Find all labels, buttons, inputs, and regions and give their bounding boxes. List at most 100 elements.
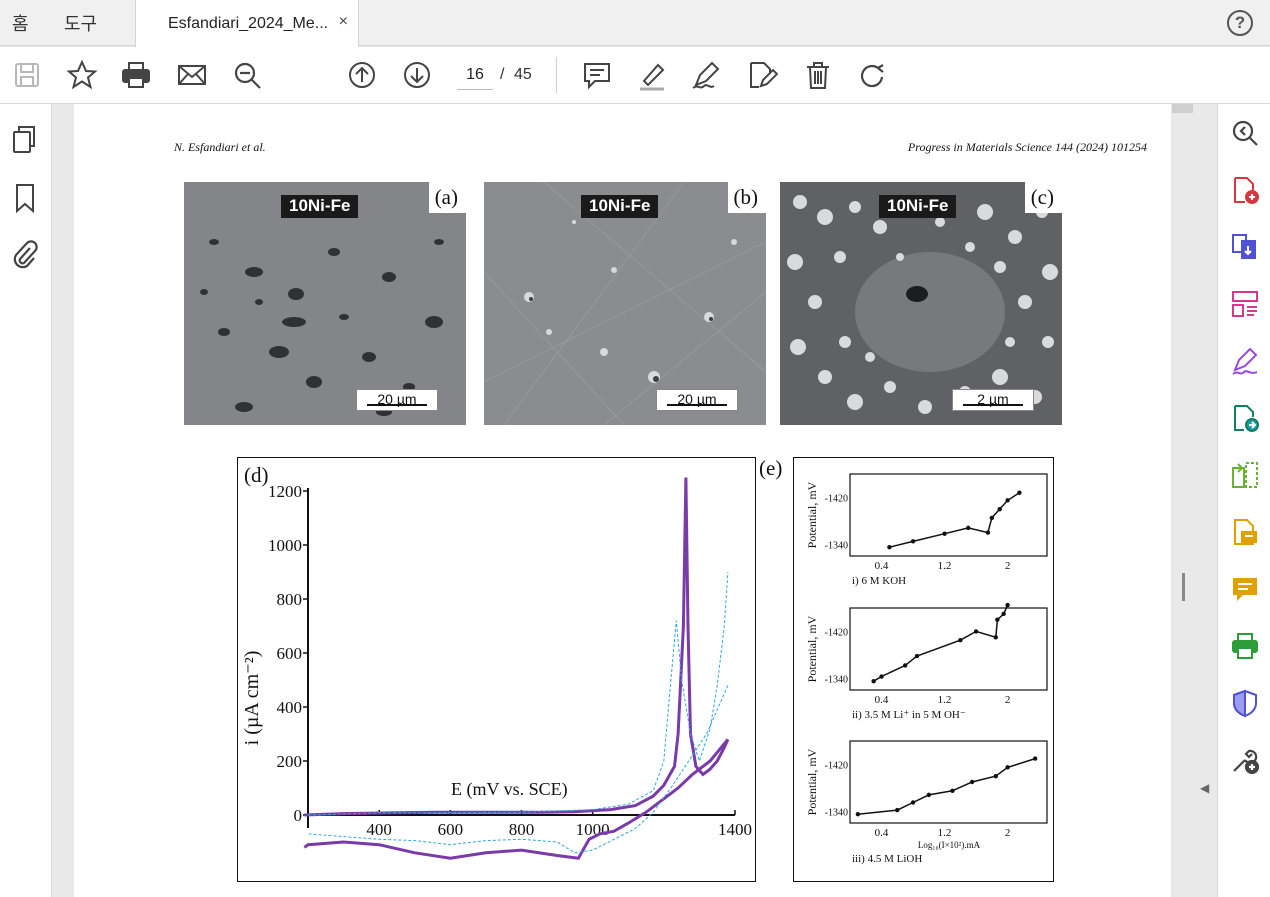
panel-resize-handle[interactable] [1182, 573, 1185, 601]
comment-icon[interactable] [1230, 517, 1260, 547]
sem-image-c: 10Ni-Fe (c) 2 µm [780, 182, 1062, 425]
chart-d: (d) 0 200 400 600 800 1000 1200 400 600 800 1000 140… [237, 457, 756, 882]
pages-icon[interactable] [10, 124, 40, 156]
chart-d-y-axis-label: i (µA cm⁻²) [241, 651, 263, 746]
chart-e-data-point [926, 792, 931, 798]
chart-e-data-point [993, 635, 998, 640]
chart-e-y-tick-label: -1340 [825, 807, 848, 818]
tab-document-title: Esfandiari_2024_Me... [168, 15, 329, 32]
chart-e-data-point [1005, 498, 1010, 503]
scale-bar-b: 20 µm [656, 389, 738, 411]
sign-icon[interactable] [690, 59, 722, 91]
create-pdf-icon[interactable] [1230, 175, 1260, 205]
chart-d-y-tick-label: 1200 [268, 482, 302, 501]
chart-e-data-point [1032, 756, 1038, 761]
chart-e-y-tick-label: -1420 [825, 493, 848, 504]
chart-e-data-point [855, 812, 861, 817]
highlight-icon[interactable] [636, 59, 668, 91]
chart-e-data-point [950, 788, 955, 793]
export-icon[interactable] [1230, 403, 1260, 433]
chart-d-x-tick-label: 400 [366, 820, 392, 839]
chart-e-caption: iii) 4.5 M LiOH [852, 853, 922, 865]
star-icon[interactable] [66, 59, 98, 91]
chart-d-x-tick-label: 600 [438, 820, 464, 839]
help-icon[interactable]: ? [1227, 10, 1253, 36]
page-up-icon[interactable] [346, 59, 378, 91]
vertical-scrollbar-thumb[interactable] [1172, 104, 1193, 113]
save-icon[interactable] [11, 59, 43, 91]
compress-icon[interactable] [1230, 460, 1260, 490]
right-tools-rail [1217, 104, 1270, 897]
fill-sign-icon[interactable] [1230, 346, 1260, 376]
protect-icon[interactable] [1230, 688, 1260, 718]
close-tab-icon[interactable]: × [338, 13, 348, 30]
chart-e-x-tick-label: 2 [1005, 560, 1011, 572]
bookmark-icon[interactable] [10, 182, 40, 214]
tab-tools[interactable]: 도구 [64, 14, 98, 34]
chart-e-data-point [966, 525, 971, 531]
chart-e-caption: ii) 3.5 M Li⁺ in 5 M OH⁻ [852, 709, 966, 721]
chart-e: 0.4 1.2 2 -1420 -1340 Potential, mV i) 6 M KOH… [793, 457, 1054, 882]
chart-e-data-point [1005, 765, 1010, 770]
page-total: 45 [514, 66, 532, 83]
print-production-icon[interactable] [1230, 631, 1260, 661]
chart-e-svg: 0.4 1.2 2 -1420 -1340 Potential, mV i) 6 M KOH… [805, 473, 1048, 865]
sem-texture-a [184, 182, 466, 425]
email-icon[interactable] [176, 59, 208, 91]
combine-icon[interactable] [1230, 232, 1260, 262]
sample-badge-a: 10Ni-Fe [281, 195, 359, 218]
chart-e-x-tick-label: 1.2 [938, 694, 952, 706]
organize-icon[interactable] [1230, 289, 1260, 319]
chart-e-data-point [910, 800, 916, 805]
chart-e-x-tick-label: 0.4 [875, 694, 889, 706]
chart-e-data-point [1005, 602, 1010, 608]
page-down-icon[interactable] [401, 59, 433, 91]
redo-icon[interactable] [856, 59, 888, 91]
running-header-authors: N. Esfandiari et al. [174, 140, 266, 154]
document-viewport: N. Esfandiari et al. Progress in Materia… [52, 104, 1217, 897]
chart-e-data-point [910, 539, 916, 544]
sample-badge-b: 10Ni-Fe [581, 195, 659, 218]
chart-e-data-point [969, 779, 975, 785]
chart-e-y-tick-label: -1420 [825, 760, 848, 771]
chart-d-y-tick-label: 1000 [268, 536, 302, 555]
chart-e-data-point [989, 515, 995, 521]
chart-d-y-tick-label: 0 [294, 806, 303, 825]
left-navigation-rail [0, 104, 52, 897]
zoom-search-icon[interactable] [231, 59, 263, 91]
chart-e-data-point [985, 530, 991, 535]
page-number-input[interactable] [457, 60, 493, 90]
print-icon[interactable] [120, 59, 152, 91]
attachment-icon[interactable] [10, 238, 40, 270]
delete-icon[interactable] [802, 59, 834, 91]
sticky-note-icon[interactable] [1230, 574, 1260, 604]
more-tools-icon[interactable] [1230, 745, 1260, 775]
chart-e-x-tick-label: 0.4 [875, 560, 889, 572]
chart-e-data-point [993, 773, 998, 779]
chart-e-x-tick-label: 2 [1005, 694, 1011, 706]
chart-e-x-axis-label: Log₁₀(I×10²).mA [918, 840, 981, 850]
zoom-icon[interactable] [1230, 118, 1260, 148]
chart-d-series-line-1 [303, 738, 730, 860]
collapse-right-panel-icon[interactable]: ◀ [1200, 781, 1210, 795]
page-separator: / [500, 66, 505, 83]
scale-bar-c: 2 µm [952, 389, 1034, 411]
chart-e-fit-line [873, 604, 1009, 682]
panel-label-c: (c) [1024, 182, 1062, 213]
toolbar: / 45 [0, 47, 1270, 104]
chart-e-data-point [902, 663, 908, 668]
scale-bar-a: 20 µm [356, 389, 438, 411]
edit-icon[interactable] [746, 59, 779, 91]
chart-e-plot-frame [849, 473, 1048, 557]
chart-e-y-tick-label: -1340 [825, 674, 848, 685]
tab-document[interactable]: Esfandiari_2024_Me... × [135, 0, 359, 47]
chart-e-y-axis-label: Potential, mV [805, 481, 819, 548]
chart-e-y-axis-label: Potential, mV [805, 615, 819, 682]
chart-d-x-tick-label: 800 [509, 820, 535, 839]
chart-d-series-line-2 [307, 571, 729, 816]
comment-icon[interactable] [581, 59, 613, 91]
tab-home[interactable]: 홈 [12, 14, 29, 34]
chart-e-data-point [871, 679, 876, 684]
sample-badge-c: 10Ni-Fe [879, 195, 957, 218]
chart-d-x-axis-label: E (mV vs. SCE) [451, 779, 568, 800]
